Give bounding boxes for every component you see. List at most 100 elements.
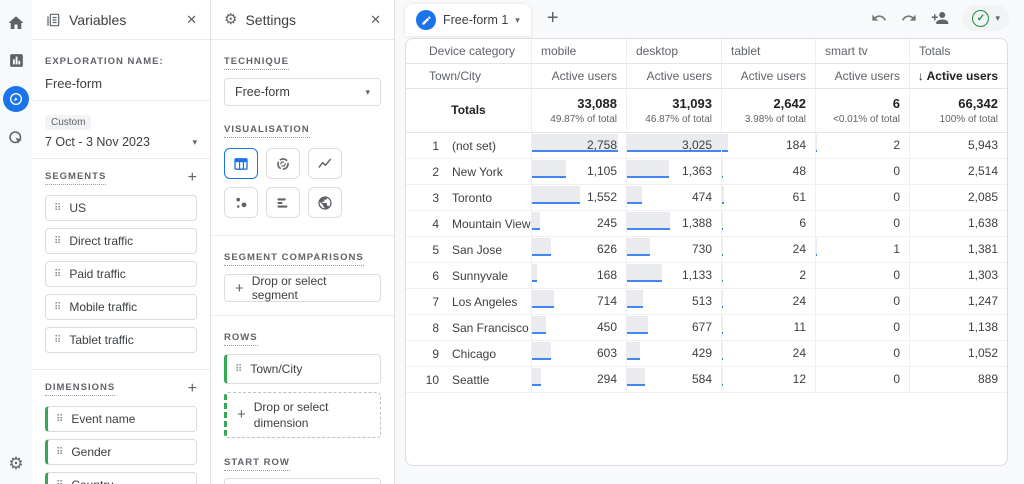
metric-value: 1,388 bbox=[681, 216, 712, 230]
col-header-mobile[interactable]: mobile bbox=[531, 39, 626, 63]
dimensions-label: DIMENSIONS bbox=[45, 382, 116, 396]
redo-button[interactable] bbox=[901, 10, 917, 26]
metric-value: 2,758 bbox=[586, 138, 617, 152]
table-row[interactable]: 4 Mountain View 245 1,388 6 0 1,638 bbox=[406, 211, 1007, 237]
heat-line bbox=[627, 280, 663, 282]
technique-section: TECHNIQUE Free-form ▾ bbox=[211, 40, 394, 115]
metric-header[interactable]: Active users bbox=[815, 64, 909, 88]
row-rank: 10 bbox=[425, 372, 439, 387]
viz-donut-chart-button[interactable] bbox=[266, 148, 300, 179]
undo-button[interactable] bbox=[871, 10, 887, 26]
advertising-icon bbox=[9, 131, 22, 144]
add-dimension-icon[interactable]: + bbox=[187, 380, 197, 397]
table-row[interactable]: 3 Toronto 1,552 474 61 0 2,085 bbox=[406, 185, 1007, 211]
table-row[interactable]: 6 Sunnyvale 168 1,133 2 0 1,303 bbox=[406, 263, 1007, 289]
row-dimension-header[interactable]: Town/City bbox=[429, 69, 482, 83]
check-circle-icon: ✓ bbox=[972, 9, 990, 27]
col-header-device-category[interactable]: Device category bbox=[429, 44, 516, 58]
row-label: 2 New York bbox=[406, 159, 531, 184]
admin-gear-icon[interactable]: ⚙ bbox=[8, 454, 24, 473]
divider bbox=[211, 235, 394, 236]
segment-chip[interactable]: ⠿ Tablet traffic bbox=[45, 327, 197, 353]
metric-cell: 2 bbox=[815, 133, 909, 158]
row-rank: 3 bbox=[432, 190, 439, 205]
heat-bar bbox=[532, 368, 542, 384]
drag-handle-icon: ⠿ bbox=[235, 363, 243, 375]
col-header-desktop[interactable]: desktop bbox=[626, 39, 721, 63]
segment-chip[interactable]: ⠿ US bbox=[45, 195, 197, 221]
viz-bar-chart-button[interactable] bbox=[266, 187, 300, 218]
viz-table-chart-button[interactable] bbox=[224, 148, 258, 179]
segment-chip[interactable]: ⠿ Paid traffic bbox=[45, 261, 197, 287]
share-users-button[interactable] bbox=[931, 9, 949, 27]
table-row[interactable]: 9 Chicago 603 429 24 0 1,052 bbox=[406, 341, 1007, 367]
settings-panel-title: Settings bbox=[245, 11, 297, 28]
technique-value: Free-form bbox=[235, 85, 290, 99]
col-header-smart-tv[interactable]: smart tv bbox=[815, 39, 909, 63]
sidebar-item-advertising[interactable] bbox=[3, 127, 29, 149]
sidebar-item-explore-selected[interactable] bbox=[3, 86, 29, 112]
viz-scatter-chart-button[interactable] bbox=[224, 187, 258, 218]
segment-drop-target[interactable]: + Drop or select segment bbox=[224, 274, 381, 302]
start-row-input[interactable] bbox=[224, 478, 381, 484]
close-icon[interactable]: ✕ bbox=[186, 11, 197, 27]
dimension-chip-label: Gender bbox=[71, 445, 112, 459]
row-label: 6 Sunnyvale bbox=[406, 263, 531, 288]
metric-header[interactable]: Active users bbox=[531, 64, 626, 88]
row-label: 8 San Francisco bbox=[406, 315, 531, 340]
row-total-value: 1,247 bbox=[967, 294, 998, 308]
plus-icon: + bbox=[237, 406, 246, 424]
table-row[interactable]: 1 (not set) 2,758 3,025 184 2 5,943 bbox=[406, 133, 1007, 159]
date-range-picker[interactable]: 7 Oct - 3 Nov 2023 ▾ bbox=[45, 135, 197, 149]
totals-value: 2,642 bbox=[773, 96, 806, 111]
segment-chip[interactable]: ⠿ Direct traffic bbox=[45, 228, 197, 254]
metric-value: 677 bbox=[691, 320, 712, 334]
chevron-down-icon[interactable]: ▾ bbox=[515, 14, 520, 25]
viz-geo-map-button[interactable] bbox=[308, 187, 342, 218]
dimension-chip[interactable]: ⠿ Event name bbox=[45, 406, 197, 432]
metric-header[interactable]: Active users bbox=[721, 64, 815, 88]
heat-line bbox=[532, 150, 618, 152]
dimension-drop-target[interactable]: + Drop or select dimension bbox=[224, 392, 381, 439]
heat-line bbox=[722, 280, 723, 282]
add-segment-icon[interactable]: + bbox=[187, 169, 197, 186]
row-dimension-chip[interactable]: ⠿ Town/City bbox=[224, 354, 381, 384]
metric-header[interactable]: Active users bbox=[626, 64, 721, 88]
table-row[interactable]: 7 Los Angeles 714 513 24 0 1,247 bbox=[406, 289, 1007, 315]
segment-chip[interactable]: ⠿ Mobile traffic bbox=[45, 294, 197, 320]
exploration-name-label: EXPLORATION NAME: bbox=[45, 56, 164, 67]
metric-header-sorted[interactable]: ↓ Active users bbox=[909, 64, 1007, 88]
heat-line bbox=[532, 254, 552, 256]
table-row[interactable]: 5 San Jose 626 730 24 1 1,381 bbox=[406, 237, 1007, 263]
row-total-value: 2,514 bbox=[967, 164, 998, 178]
metric-value: 714 bbox=[596, 294, 617, 308]
close-icon[interactable]: ✕ bbox=[370, 11, 381, 27]
metric-value: 1,363 bbox=[681, 164, 712, 178]
col-header-totals[interactable]: Totals bbox=[909, 39, 1007, 63]
tab-free-form-1[interactable]: Free-form 1 ▾ bbox=[405, 4, 531, 36]
metric-value: 626 bbox=[596, 242, 617, 256]
variables-panel: Variables ✕ EXPLORATION NAME: Free-form … bbox=[32, 0, 211, 484]
approval-status-button[interactable]: ✓ ▾ bbox=[963, 5, 1009, 31]
exploration-name-value[interactable]: Free-form bbox=[45, 76, 103, 91]
viz-line-chart-button[interactable] bbox=[308, 148, 342, 179]
sidebar-item-reports[interactable] bbox=[3, 49, 29, 71]
segment-chip-label: Paid traffic bbox=[69, 267, 126, 281]
metric-value: 3,025 bbox=[681, 138, 712, 152]
new-tab-button[interactable]: + bbox=[546, 6, 559, 29]
heat-line bbox=[627, 202, 642, 204]
row-total-cell: 1,247 bbox=[909, 289, 1007, 314]
dimension-chip[interactable]: ⠿ Gender bbox=[45, 439, 197, 465]
sidebar-item-home[interactable] bbox=[3, 12, 29, 34]
heat-bar bbox=[627, 238, 650, 254]
technique-select[interactable]: Free-form ▾ bbox=[224, 78, 381, 106]
dimension-chip[interactable]: ⠿ Country bbox=[45, 472, 197, 484]
heat-bar bbox=[627, 264, 663, 280]
table-row[interactable]: 8 San Francisco 450 677 11 0 1,138 bbox=[406, 315, 1007, 341]
heat-line bbox=[532, 228, 540, 230]
col-header-tablet[interactable]: tablet bbox=[721, 39, 815, 63]
table-row[interactable]: 2 New York 1,105 1,363 48 0 2,514 bbox=[406, 159, 1007, 185]
table-row[interactable]: 10 Seattle 294 584 12 0 889 bbox=[406, 367, 1007, 393]
metric-value: 2 bbox=[893, 138, 900, 152]
metric-cell: 584 bbox=[626, 367, 721, 392]
